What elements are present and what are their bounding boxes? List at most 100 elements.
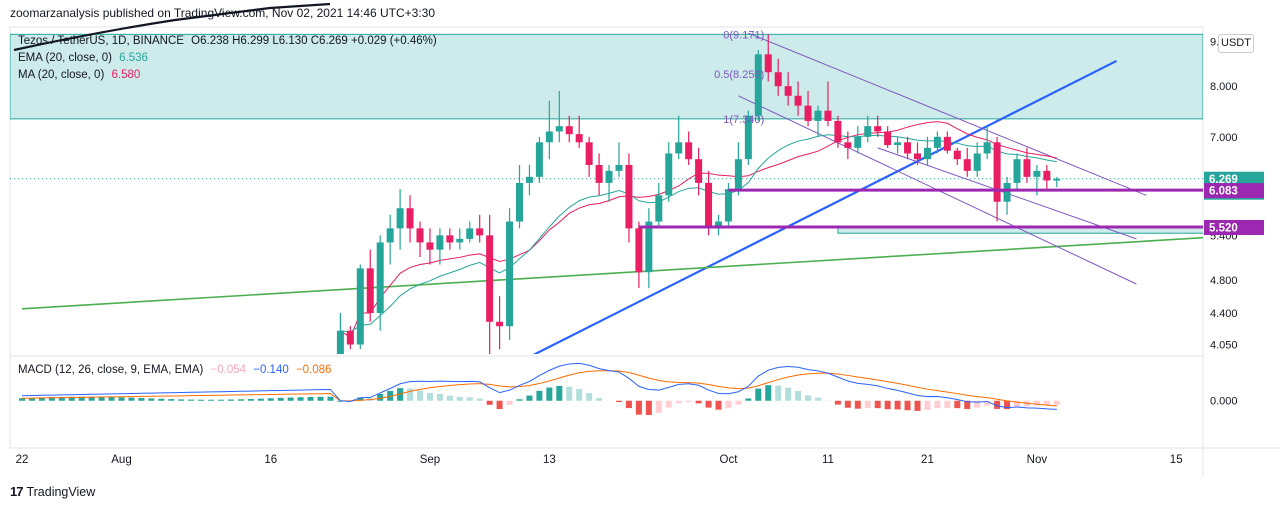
macd-histogram-bar	[446, 395, 453, 401]
candle-body	[685, 142, 693, 160]
candle-body	[496, 321, 504, 327]
macd-histogram-bar	[805, 395, 812, 401]
candle-body	[635, 228, 643, 273]
macd-histogram-bar	[128, 397, 135, 401]
macd-histogram-bar	[765, 385, 772, 401]
macd-histogram-bar	[665, 400, 672, 408]
macd-histogram-bar	[257, 398, 264, 401]
macd-histogram-bar	[536, 390, 543, 401]
macd-histogram-bar	[675, 400, 682, 404]
candle-body	[675, 142, 683, 154]
candle-body	[346, 330, 354, 345]
candle-body	[446, 235, 454, 243]
candle-body	[336, 330, 344, 354]
macd-histogram-bar	[397, 388, 404, 401]
candle-body	[744, 115, 752, 160]
macd-histogram-bar	[68, 396, 75, 401]
time-tick-label: 21	[921, 454, 934, 466]
candle-body	[695, 159, 703, 183]
macd-histogram-bar	[148, 398, 155, 401]
macd-histogram-bar	[685, 400, 692, 403]
macd-histogram-bar	[287, 397, 294, 401]
ema-label: EMA (20, close, 0)	[18, 52, 112, 64]
fib-label: 0.5(8.256)	[714, 69, 764, 81]
candle-body	[1013, 159, 1021, 183]
currency-button[interactable]: USDT	[1218, 34, 1254, 53]
macd-histogram-bar	[984, 400, 991, 406]
macd-histogram-bar	[894, 400, 901, 410]
macd-hist-value: −0.054	[210, 364, 247, 376]
macd-histogram-bar	[426, 392, 433, 401]
resistance-zone	[10, 33, 1203, 120]
candle-body	[784, 86, 792, 96]
macd-histogram-bar	[108, 397, 115, 401]
macd-histogram-bar	[695, 400, 702, 404]
candle-body	[396, 208, 404, 229]
candle-body	[844, 142, 852, 148]
macd-histogram-bar	[854, 400, 861, 409]
macd-histogram-bar	[327, 396, 334, 401]
macd-histogram-bar	[934, 400, 941, 409]
candle-body	[1043, 170, 1051, 181]
trendline-1	[21, 236, 1203, 310]
macd-histogram-bar	[237, 399, 244, 401]
macd-histogram-bar	[994, 400, 1001, 409]
macd-histogram-bar	[904, 400, 911, 411]
macd-histogram-bar	[277, 397, 284, 401]
macd-histogram-bar	[267, 398, 274, 401]
candle-body	[356, 268, 364, 345]
candle-body	[754, 54, 762, 116]
macd-histogram-bar	[98, 396, 105, 401]
time-tick-label: 16	[264, 454, 277, 466]
macd-histogram-bar	[546, 387, 553, 401]
macd-histogram-bar	[118, 397, 125, 401]
candle-body	[973, 153, 981, 171]
candle-body	[655, 195, 663, 222]
macd-histogram-bar	[655, 400, 662, 413]
candle-body	[1023, 159, 1031, 177]
macd-histogram-bar	[178, 399, 185, 401]
candle-body	[904, 142, 912, 154]
macd-histogram-bar	[247, 398, 254, 401]
macd-histogram-bar	[815, 397, 821, 401]
price-pane: 0(9.171) 0.5(8.256) 1(7.340)	[10, 29, 1203, 354]
macd-histogram-bar	[377, 393, 384, 401]
macd-histogram-bar	[208, 399, 215, 401]
macd-histogram-bar	[19, 398, 25, 401]
time-tick-label: 11	[822, 454, 834, 466]
price-badge	[1204, 219, 1264, 235]
macd-histogram-bar	[944, 400, 951, 408]
candle-body	[645, 221, 653, 273]
macd-histogram-bar	[1004, 400, 1011, 410]
price-badge-label: 6.083	[1209, 186, 1238, 198]
time-tick-label: 22	[16, 454, 29, 466]
macd-histogram-bar	[506, 400, 513, 405]
candle-body	[933, 136, 941, 148]
macd-histogram-bar	[725, 400, 732, 409]
trendline-2	[748, 32, 1147, 196]
candle-body	[665, 153, 673, 196]
ma-legend: MA (20, close, 0) 6.580	[18, 69, 140, 81]
macd-histogram-bar	[1033, 400, 1040, 406]
macd-histogram-bar	[1053, 400, 1060, 405]
candle-body	[943, 136, 951, 151]
price-tick-label: 4.050	[1210, 340, 1238, 352]
macd-histogram-bar	[795, 390, 802, 401]
macd-histogram-bar	[775, 385, 782, 401]
macd-histogram-bar	[486, 400, 493, 405]
footer-brand: 17 TradingView	[10, 484, 95, 499]
macd-histogram-bar	[407, 388, 414, 401]
macd-histogram-bar	[227, 399, 234, 401]
candle-body	[555, 126, 563, 132]
macd-histogram-bar	[516, 399, 523, 401]
fib-label: 0(9.171)	[723, 29, 764, 41]
candle-body	[854, 136, 862, 148]
time-tick-label: Nov	[1027, 454, 1048, 466]
macd-histogram-bar	[635, 400, 642, 415]
macd-signal-line	[21, 370, 1057, 407]
macd-histogram-bar	[387, 390, 394, 401]
macd-histogram-bar	[785, 387, 792, 401]
candle-body	[585, 142, 593, 165]
macd-histogram-bar	[715, 400, 722, 410]
